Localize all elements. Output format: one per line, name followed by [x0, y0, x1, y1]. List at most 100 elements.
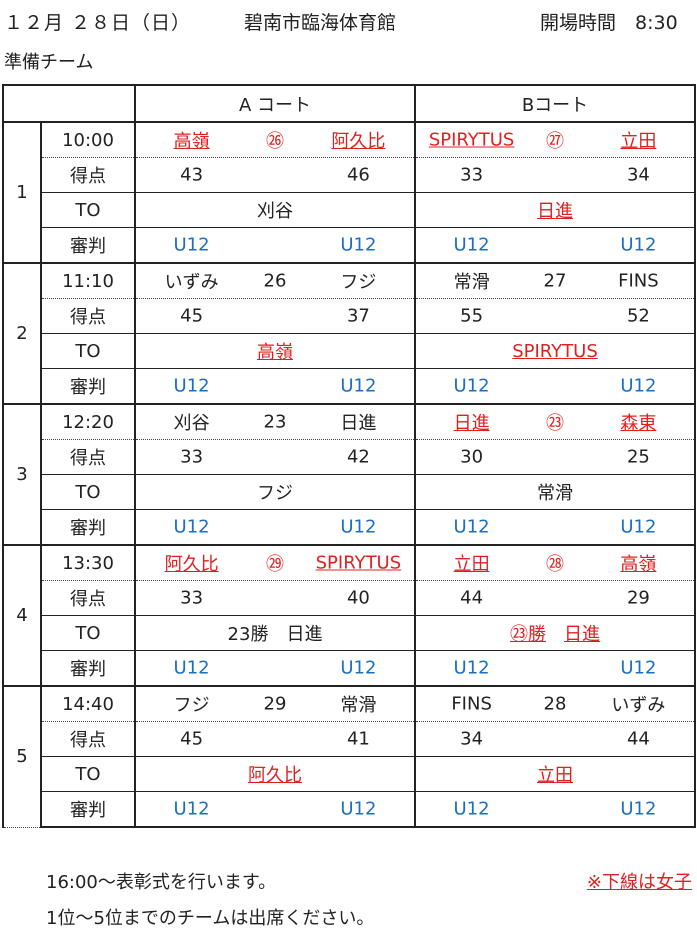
- court-b-match: 立田 ㉘ 高嶺: [414, 544, 696, 581]
- team-name: 常滑: [453, 272, 490, 293]
- to-team: 常滑: [537, 483, 573, 504]
- underline-legend: ※下線は女子: [586, 872, 692, 893]
- team-name: 高嶺: [173, 131, 210, 152]
- score-value: 30: [460, 446, 484, 468]
- score-label: 得点: [40, 157, 136, 193]
- to-label: TO: [40, 474, 136, 510]
- score-value: 41: [346, 728, 370, 750]
- team-name: 常滑: [340, 695, 377, 716]
- score-value: 44: [626, 728, 650, 750]
- score-label: 得点: [40, 439, 136, 475]
- team-name: 森東: [620, 413, 657, 434]
- court-b-to: 常滑: [414, 474, 696, 510]
- to-team: 刈谷: [257, 201, 293, 222]
- score-value: 33: [180, 587, 204, 609]
- match-time: 11:10: [40, 262, 136, 299]
- court-a-to: フジ: [134, 474, 416, 510]
- referee-row: 審判 U12 U12 U12 U12: [3, 509, 696, 546]
- match-time: 12:20: [40, 403, 136, 440]
- referee-row: 審判 U12 U12 U12 U12: [3, 227, 696, 264]
- score-value: 29: [626, 587, 650, 609]
- attendance-note: 1位～5位までのチームは出席ください。: [46, 908, 375, 929]
- to-label: TO: [40, 615, 136, 651]
- to-team: フジ: [257, 483, 293, 504]
- score-value: 37: [346, 305, 370, 327]
- score-value: 44: [460, 587, 484, 609]
- court-b-match: FINS 28 いずみ: [414, 685, 696, 722]
- score-row: 得点 33 42 30 25: [3, 439, 696, 475]
- court-a-match: 阿久比 ㉙ SPIRYTUS: [134, 544, 416, 581]
- score-row: 得点 43 46 33 34: [3, 157, 696, 193]
- court-b-score: 33 34: [414, 157, 696, 193]
- score-value: 33: [180, 446, 204, 468]
- team-name: 阿久比: [164, 554, 219, 575]
- to-team: 高嶺: [257, 342, 293, 363]
- court-a-to: 阿久比: [134, 756, 416, 792]
- court-b-header: Bコート: [414, 84, 696, 123]
- score-value: 43: [180, 164, 204, 186]
- to-row: TO 阿久比 立田: [3, 756, 696, 792]
- referee-label: 審判: [40, 791, 136, 828]
- team-name: SPIRYTUS: [428, 129, 515, 151]
- referee-team: U12: [173, 234, 210, 256]
- score-value: 45: [180, 728, 204, 750]
- score-value: 42: [346, 446, 370, 468]
- game-number: ㉖: [265, 131, 284, 152]
- to-team: 日進: [537, 201, 573, 222]
- team-name: フジ: [173, 695, 210, 716]
- court-a-to: 23勝 日進: [134, 615, 416, 651]
- game-number: ㉙: [265, 554, 284, 575]
- block-number: 5: [2, 685, 42, 828]
- to-team: 日進: [564, 624, 600, 645]
- header-blank-cell: [2, 84, 136, 123]
- court-a-referee: U12 U12: [134, 791, 416, 828]
- court-b-to: SPIRYTUS: [414, 333, 696, 369]
- score-value: 45: [180, 305, 204, 327]
- opening-time: 開場時間 8:30: [540, 12, 678, 34]
- referee-team: U12: [340, 516, 377, 538]
- block-number: 2: [2, 262, 42, 405]
- award-ceremony-note: 16:00～表彰式を行います。: [46, 872, 277, 893]
- referee-team: U12: [453, 657, 490, 679]
- referee-row: 審判 U12 U12 U12 U12: [3, 650, 696, 687]
- referee-team: U12: [620, 798, 657, 820]
- game-number: 29: [263, 693, 287, 715]
- referee-label: 審判: [40, 650, 136, 687]
- referee-team: U12: [173, 657, 210, 679]
- score-label: 得点: [40, 298, 136, 334]
- prep-team-label: 準備チーム: [4, 52, 94, 73]
- team-name: 高嶺: [620, 554, 657, 575]
- to-label: TO: [40, 756, 136, 792]
- team-name: 立田: [453, 554, 490, 575]
- court-a-referee: U12 U12: [134, 509, 416, 546]
- court-a-referee: U12 U12: [134, 650, 416, 687]
- to-row: TO 刈谷 日進: [3, 192, 696, 228]
- team-name: 刈谷: [173, 413, 210, 434]
- court-b-to: ㉓勝 日進: [414, 615, 696, 651]
- court-b-referee: U12 U12: [414, 227, 696, 264]
- team-name: SPIRYTUS: [315, 552, 402, 574]
- referee-row: 審判 U12 U12 U12 U12: [3, 791, 696, 828]
- team-name: いずみ: [611, 695, 666, 716]
- referee-label: 審判: [40, 509, 136, 546]
- to-team: SPIRYTUS: [512, 340, 598, 362]
- table-header-row: A コート Bコート: [2, 84, 696, 123]
- game-number: ㉘: [545, 554, 564, 575]
- court-a-score: 33 40: [134, 580, 416, 616]
- court-b-score: 44 29: [414, 580, 696, 616]
- referee-team: U12: [173, 516, 210, 538]
- court-a-referee: U12 U12: [134, 227, 416, 264]
- venue-name: 碧南市臨海体育館: [244, 12, 397, 34]
- court-b-referee: U12 U12: [414, 368, 696, 405]
- referee-team: U12: [620, 516, 657, 538]
- match-row: 3 12:20 刈谷 23 日進 日進 ㉓ 森東: [2, 403, 696, 546]
- block-number: 3: [2, 403, 42, 546]
- score-value: 33: [460, 164, 484, 186]
- schedule-header: １２月 ２８日（日） 碧南市臨海体育館 開場時間 8:30: [0, 8, 697, 38]
- referee-team: U12: [340, 657, 377, 679]
- court-b-referee: U12 U12: [414, 650, 696, 687]
- match-row: 2 11:10 いずみ 26 フジ 常滑 27 FINS: [2, 262, 696, 405]
- event-date: １２月 ２８日（日）: [4, 12, 192, 34]
- game-number: 23: [263, 411, 287, 433]
- court-b-match: 常滑 27 FINS: [414, 262, 696, 299]
